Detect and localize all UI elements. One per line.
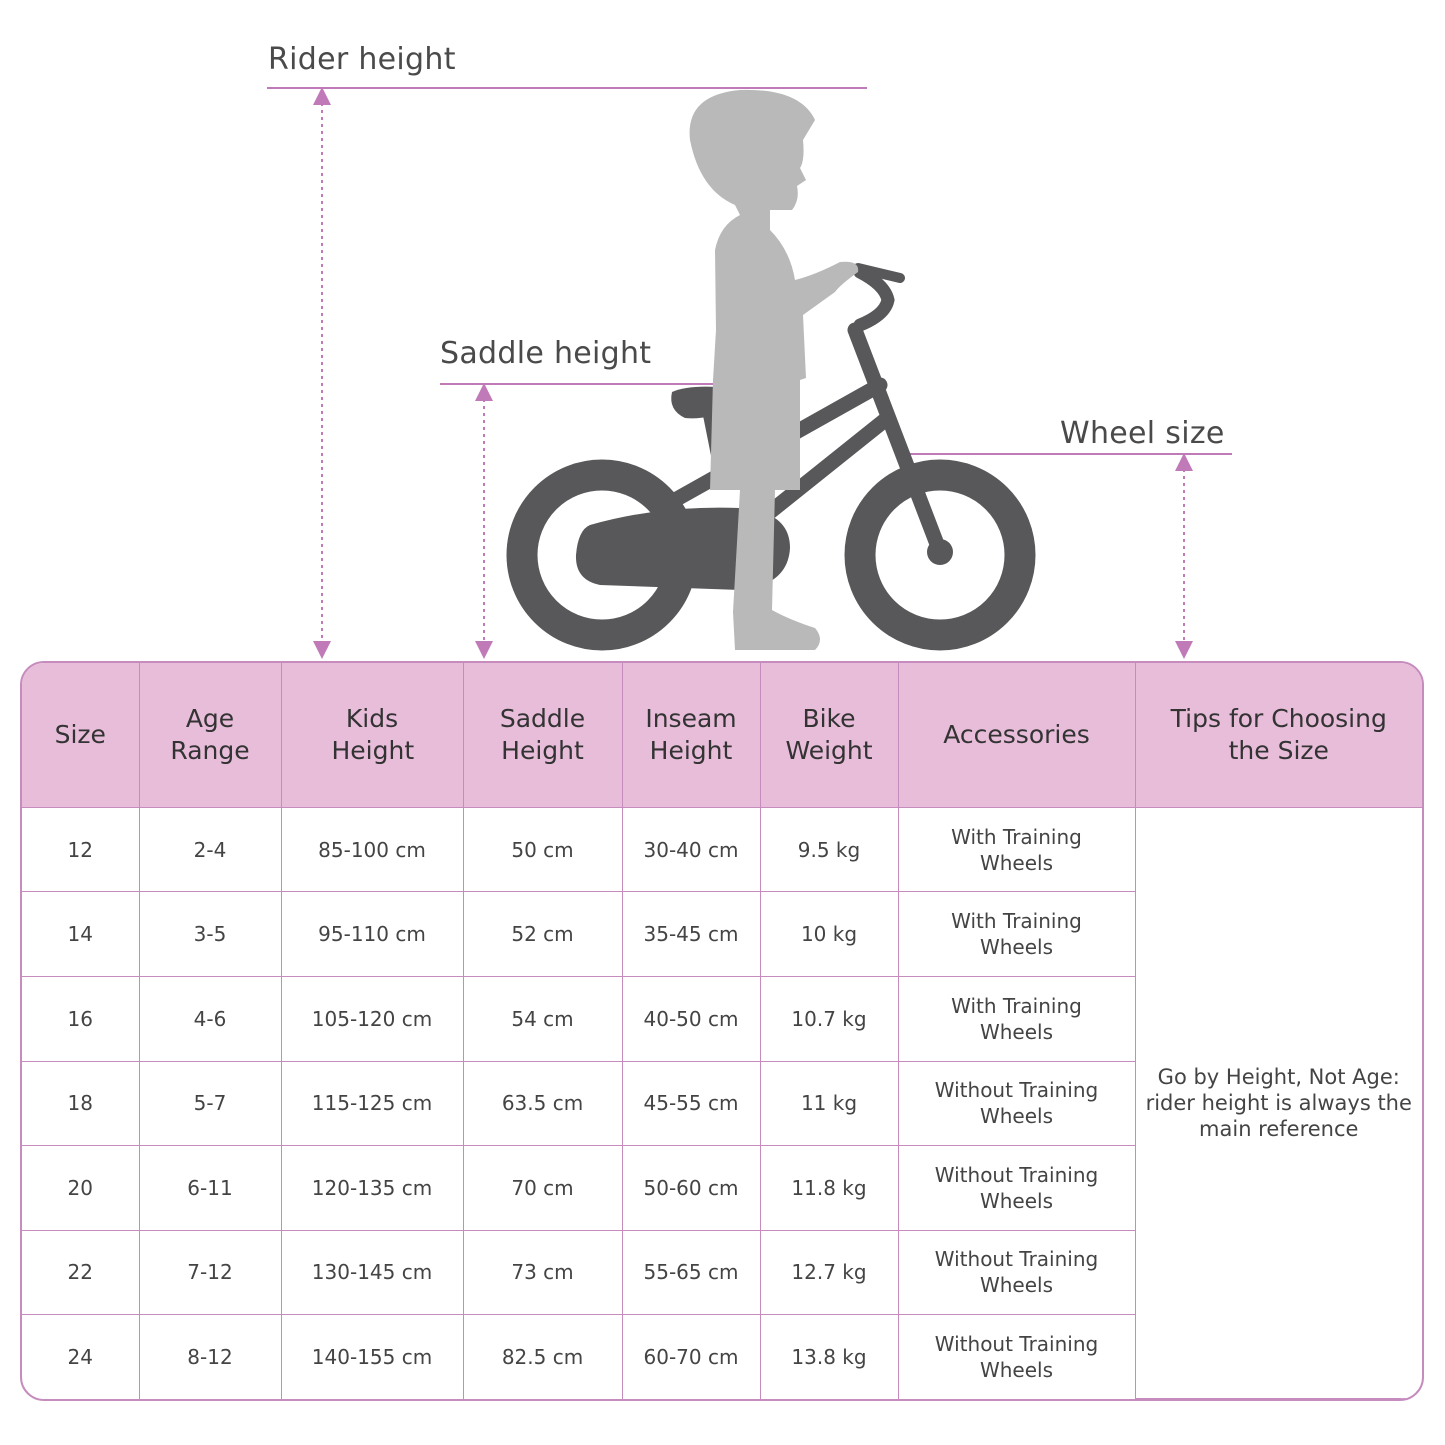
cell-age-range: 3-5: [138, 891, 282, 977]
cell-kids-height: 85-100 cm: [280, 806, 464, 893]
cell-kids-height: 95-110 cm: [280, 891, 464, 977]
cell-saddle-height: 50 cm: [462, 806, 623, 893]
table-row: 16 4-6 105-120 cm 54 cm 40-50 cm 10.7 kg With …: [22, 975, 1422, 1062]
cell-bike-weight: 9.5 kg: [759, 806, 899, 893]
saddle-height-label: Saddle height: [440, 336, 652, 371]
table-row: 18 5-7 115-125 cm 63.5 cm 45-55 cm 11 kg Witho…: [22, 1060, 1422, 1147]
cell-size: 20: [22, 1145, 140, 1231]
cell-bike-weight: 10.7 kg: [759, 975, 899, 1062]
cell-inseam-height: 45-55 cm: [621, 1060, 761, 1147]
table-header-row: Size Age Range Kids Height Saddle Height…: [22, 663, 1422, 808]
header-tips: Tips for Choosing the Size: [1134, 663, 1422, 808]
cell-bike-weight: 13.8 kg: [759, 1314, 899, 1399]
cell-age-range: 2-4: [138, 806, 282, 893]
cell-size: 16: [22, 975, 140, 1062]
cell-size: 18: [22, 1060, 140, 1147]
table-row: 14 3-5 95-110 cm 52 cm 35-45 cm 10 kg With Tra…: [22, 891, 1422, 977]
header-saddle-height: Saddle Height: [462, 663, 623, 808]
cell-accessories: Without Training Wheels: [897, 1060, 1136, 1147]
cell-accessories: Without Training Wheels: [897, 1314, 1136, 1399]
header-inseam-height: Inseam Height: [621, 663, 761, 808]
header-size: Size: [22, 663, 140, 808]
cell-age-range: 4-6: [138, 975, 282, 1062]
cell-kids-height: 130-145 cm: [280, 1229, 464, 1316]
cell-kids-height: 140-155 cm: [280, 1314, 464, 1399]
cell-accessories: With Training Wheels: [897, 806, 1136, 893]
cell-saddle-height: 63.5 cm: [462, 1060, 623, 1147]
header-accessories: Accessories: [897, 663, 1136, 808]
cell-accessories: With Training Wheels: [897, 891, 1136, 977]
size-chart-table: Size Age Range Kids Height Saddle Height…: [20, 661, 1424, 1401]
child-silhouette-icon: [689, 89, 859, 651]
cell-bike-weight: 12.7 kg: [759, 1229, 899, 1316]
cell-inseam-height: 35-45 cm: [621, 891, 761, 977]
header-bike-weight: Bike Weight: [759, 663, 899, 808]
cell-inseam-height: 30-40 cm: [621, 806, 761, 893]
cell-inseam-height: 60-70 cm: [621, 1314, 761, 1399]
table-row: 12 2-4 85-100 cm 50 cm 30-40 cm 9.5 kg With Tr…: [22, 806, 1422, 1399]
cell-kids-height: 105-120 cm: [280, 975, 464, 1062]
table-row: 20 6-11 120-135 cm 70 cm 50-60 cm 11.8 kg With…: [22, 1145, 1422, 1231]
cell-inseam-height: 55-65 cm: [621, 1229, 761, 1316]
cell-age-range: 8-12: [138, 1314, 282, 1399]
cell-bike-weight: 11.8 kg: [759, 1145, 899, 1231]
cell-size: 12: [22, 806, 140, 893]
cell-saddle-height: 73 cm: [462, 1229, 623, 1316]
rider-height-label: Rider height: [268, 42, 456, 77]
wheel-size-label: Wheel size: [1060, 416, 1225, 451]
header-age-range: Age Range: [138, 663, 282, 808]
cell-accessories: Without Training Wheels: [897, 1145, 1136, 1231]
cell-age-range: 7-12: [138, 1229, 282, 1316]
cell-bike-weight: 11 kg: [759, 1060, 899, 1147]
cell-inseam-height: 40-50 cm: [621, 975, 761, 1062]
header-kids-height: Kids Height: [280, 663, 464, 808]
cell-accessories: Without Training Wheels: [897, 1229, 1136, 1316]
cell-saddle-height: 54 cm: [462, 975, 623, 1062]
cell-inseam-height: 50-60 cm: [621, 1145, 761, 1231]
cell-size: 14: [22, 891, 140, 977]
cell-size: 22: [22, 1229, 140, 1316]
cell-accessories: With Training Wheels: [897, 975, 1136, 1062]
cell-bike-weight: 10 kg: [759, 891, 899, 977]
cell-saddle-height: 82.5 cm: [462, 1314, 623, 1399]
cell-size: 24: [22, 1314, 140, 1399]
cell-age-range: 5-7: [138, 1060, 282, 1147]
cell-kids-height: 115-125 cm: [280, 1060, 464, 1147]
table-row: 22 7-12 130-145 cm 73 cm 55-65 cm 12.7 kg With…: [22, 1229, 1422, 1316]
bike-sizing-illustration: [267, 87, 1232, 659]
cell-age-range: 6-11: [138, 1145, 282, 1231]
cell-saddle-height: 70 cm: [462, 1145, 623, 1231]
table-row: 24 8-12 140-155 cm 82.5 cm 60-70 cm 13.8 kg Wi…: [22, 1314, 1422, 1399]
cell-tips: Go by Height, Not Age: rider height is a…: [1134, 806, 1422, 1399]
cell-kids-height: 120-135 cm: [280, 1145, 464, 1231]
cell-saddle-height: 52 cm: [462, 891, 623, 977]
